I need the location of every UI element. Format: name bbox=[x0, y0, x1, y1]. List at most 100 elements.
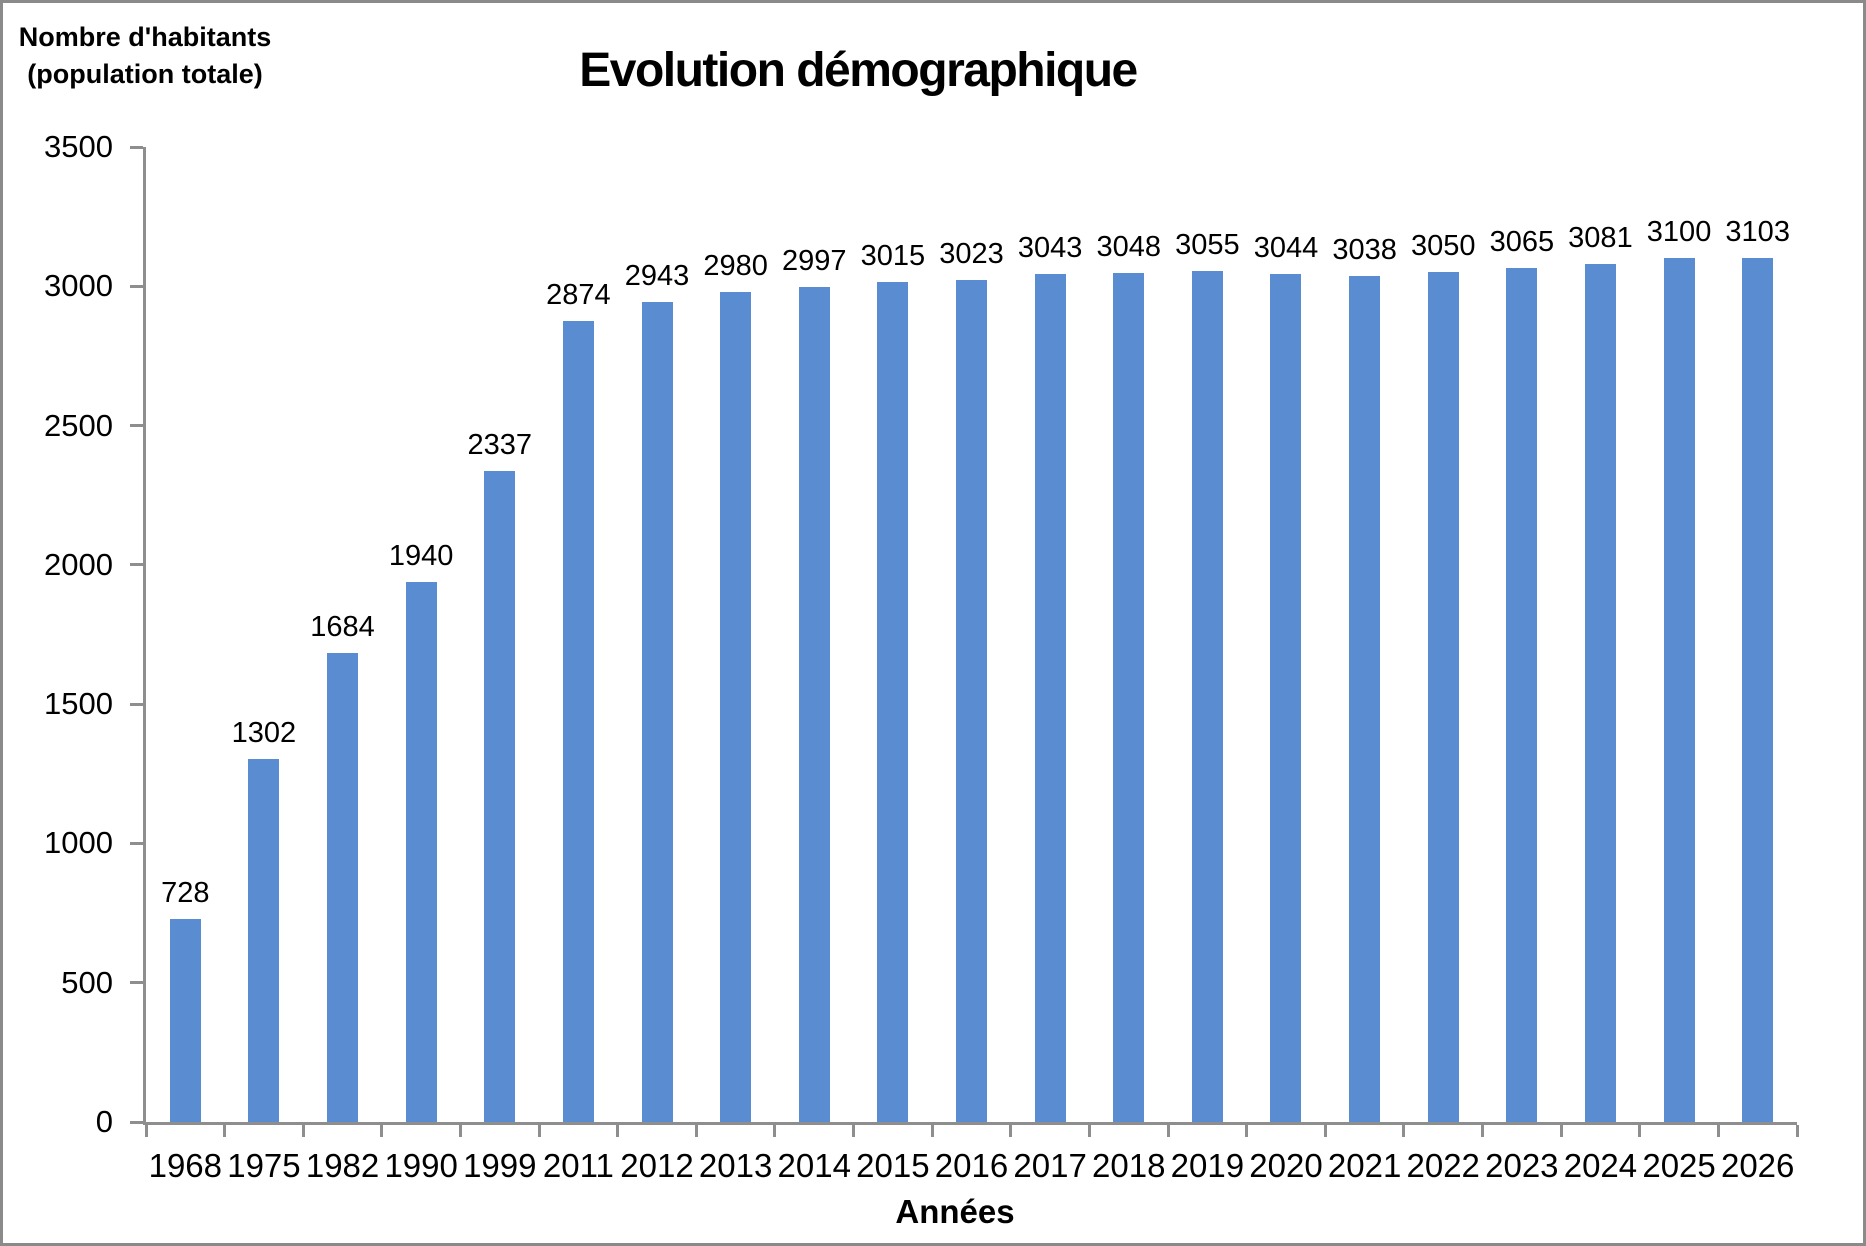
x-axis-tick bbox=[1559, 1125, 1563, 1137]
y-axis-tick bbox=[130, 563, 143, 567]
x-tick-label: 2017 bbox=[1013, 1147, 1087, 1184]
y-tick-label: 1000 bbox=[44, 825, 113, 861]
y-axis-title: Nombre d'habitants (population totale) bbox=[9, 19, 281, 93]
bar bbox=[484, 470, 516, 1122]
x-tick-label: 2026 bbox=[1720, 1147, 1795, 1184]
x-tick-label: 2016 bbox=[934, 1147, 1009, 1184]
x-tick-label: 2022 bbox=[1406, 1147, 1480, 1184]
x-tick-label: 1999 bbox=[463, 1147, 537, 1184]
x-tick-label: 2011 bbox=[542, 1147, 614, 1184]
y-axis-tick bbox=[130, 284, 143, 288]
bar bbox=[1584, 263, 1616, 1122]
bar bbox=[798, 287, 830, 1122]
bar bbox=[1742, 257, 1774, 1122]
x-axis-tick bbox=[458, 1125, 462, 1137]
x-tick-label: 2020 bbox=[1249, 1147, 1323, 1184]
x-axis-tick bbox=[1716, 1125, 1720, 1137]
x-axis-title: Années bbox=[895, 1193, 1015, 1230]
y-tick-label: 2000 bbox=[44, 546, 113, 582]
x-axis-tick bbox=[1638, 1125, 1642, 1137]
bar-value-label: 2943 bbox=[624, 260, 690, 293]
x-axis-tick bbox=[1795, 1125, 1799, 1137]
bar-value-label: 3050 bbox=[1410, 230, 1476, 263]
bar-value-label: 3048 bbox=[1096, 230, 1161, 263]
x-tick-label: 2018 bbox=[1092, 1147, 1166, 1184]
bar bbox=[720, 291, 752, 1122]
bar bbox=[1270, 274, 1302, 1122]
x-axis-tick bbox=[1166, 1125, 1170, 1137]
plot-area: 0 500 1000 1500 2000 2500 3000 3500 728 1968 1302 1… bbox=[44, 130, 1799, 1184]
x-tick-label: 2025 bbox=[1642, 1147, 1716, 1184]
bar-value-label: 2337 bbox=[467, 428, 533, 461]
bar bbox=[1113, 272, 1145, 1122]
bar-value-label: 3023 bbox=[939, 237, 1004, 270]
bar bbox=[1349, 275, 1381, 1122]
bar-value-label: 2997 bbox=[781, 245, 847, 278]
bar bbox=[562, 321, 594, 1122]
y-axis-title-line2: (population totale) bbox=[27, 59, 263, 89]
x-axis-line bbox=[143, 1122, 1797, 1125]
x-axis-tick bbox=[1009, 1125, 1013, 1137]
bar bbox=[1034, 274, 1066, 1122]
x-axis-tick bbox=[773, 1125, 777, 1137]
bar-value-label: 3044 bbox=[1253, 232, 1319, 265]
x-tick-label: 2021 bbox=[1327, 1147, 1402, 1184]
x-axis-tick bbox=[537, 1125, 541, 1137]
y-axis-tick bbox=[130, 424, 143, 428]
x-axis-tick bbox=[144, 1125, 148, 1137]
bar bbox=[248, 759, 280, 1122]
bar-value-label: 3100 bbox=[1646, 216, 1712, 249]
bar bbox=[405, 581, 437, 1122]
bar bbox=[1191, 270, 1223, 1122]
x-axis-tick bbox=[616, 1125, 620, 1137]
x-tick-label: 2013 bbox=[698, 1147, 773, 1184]
x-tick-label: 1990 bbox=[384, 1147, 458, 1184]
x-axis-tick bbox=[1481, 1125, 1485, 1137]
y-tick-label: 500 bbox=[61, 964, 113, 1000]
bar-value-label: 3065 bbox=[1489, 226, 1555, 259]
x-tick-label: 2014 bbox=[777, 1147, 851, 1184]
y-tick-label: 3500 bbox=[44, 129, 113, 164]
x-axis-tick bbox=[1087, 1125, 1091, 1137]
y-axis-tick bbox=[130, 1120, 143, 1124]
y-tick-label: 1500 bbox=[44, 686, 113, 722]
bar-value-label: 1940 bbox=[388, 539, 454, 572]
y-tick-label: 0 bbox=[95, 1104, 113, 1139]
x-axis-tick bbox=[380, 1125, 384, 1137]
x-axis-tick bbox=[223, 1125, 227, 1137]
x-tick-label: 1982 bbox=[305, 1147, 380, 1184]
bar-value-label: 2980 bbox=[703, 249, 768, 282]
chart-title: Evolution démographique bbox=[579, 44, 1138, 97]
x-axis-tick bbox=[301, 1125, 305, 1137]
x-tick-label: 2024 bbox=[1563, 1147, 1638, 1184]
y-axis-tick bbox=[130, 981, 143, 985]
bar bbox=[1427, 272, 1459, 1122]
y-tick-label: 2500 bbox=[44, 407, 113, 443]
bar bbox=[1663, 258, 1695, 1122]
x-tick-label: 1968 bbox=[148, 1147, 223, 1184]
bar bbox=[877, 282, 909, 1122]
x-axis-tick bbox=[1323, 1125, 1327, 1137]
y-axis-line bbox=[143, 147, 146, 1125]
bar-value-label: 3038 bbox=[1332, 233, 1397, 266]
x-tick-label: 2012 bbox=[620, 1147, 694, 1184]
bar-value-label: 728 bbox=[161, 877, 210, 910]
x-tick-label: 1975 bbox=[227, 1147, 301, 1184]
x-axis-tick bbox=[852, 1125, 856, 1137]
y-axis-tick bbox=[130, 145, 143, 149]
x-tick-label: 2023 bbox=[1485, 1147, 1559, 1184]
bar-value-label: 3081 bbox=[1568, 221, 1633, 254]
x-axis-tick bbox=[930, 1125, 934, 1137]
bar bbox=[956, 279, 987, 1122]
bar bbox=[641, 302, 673, 1122]
bar-value-label: 3015 bbox=[860, 240, 926, 273]
y-axis-tick bbox=[130, 841, 143, 845]
x-tick-label: 2015 bbox=[856, 1147, 930, 1184]
bar-value-label: 2874 bbox=[546, 279, 611, 312]
bar-value-label: 1302 bbox=[231, 717, 297, 750]
x-axis-tick bbox=[1402, 1125, 1406, 1137]
bar-value-label: 3103 bbox=[1725, 215, 1790, 248]
y-axis-title-line1: Nombre d'habitants bbox=[18, 22, 272, 52]
x-axis-tick bbox=[694, 1125, 698, 1137]
